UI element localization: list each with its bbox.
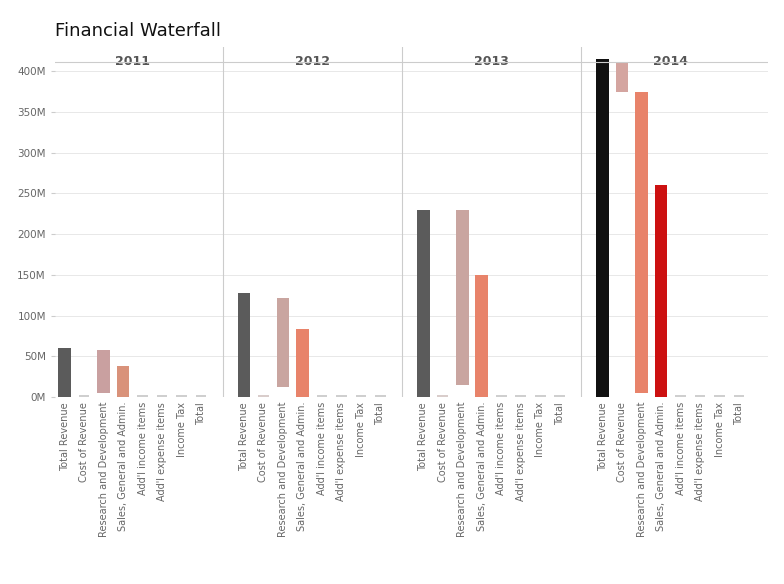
Bar [356, 395, 366, 397]
Bar [615, 63, 629, 92]
Bar [515, 395, 526, 397]
Bar [277, 298, 289, 387]
Bar [58, 348, 71, 397]
Bar [296, 329, 309, 397]
Bar [695, 395, 706, 397]
Bar [317, 395, 327, 397]
Bar [336, 395, 347, 397]
Bar [117, 366, 129, 397]
Bar [714, 395, 725, 397]
Text: 2013: 2013 [474, 55, 509, 68]
Bar [417, 210, 430, 397]
Text: 2011: 2011 [115, 55, 151, 68]
Bar [176, 395, 187, 397]
Bar [675, 395, 686, 397]
Bar [238, 293, 250, 397]
Text: Financial Waterfall: Financial Waterfall [55, 22, 221, 40]
Bar [375, 395, 386, 397]
Bar [734, 395, 745, 397]
Text: 2014: 2014 [653, 55, 688, 68]
Bar [655, 185, 667, 397]
Bar [97, 350, 110, 393]
Bar [258, 395, 269, 397]
Bar [597, 59, 609, 397]
Bar [196, 395, 206, 397]
Text: 2012: 2012 [295, 55, 330, 68]
Bar [496, 395, 506, 397]
Bar [535, 395, 546, 397]
Bar [78, 395, 89, 397]
Bar [157, 395, 168, 397]
Bar [456, 210, 469, 385]
Bar [437, 395, 448, 397]
Bar [475, 275, 488, 397]
Bar [554, 395, 565, 397]
Bar [137, 395, 148, 397]
Bar [635, 92, 648, 393]
